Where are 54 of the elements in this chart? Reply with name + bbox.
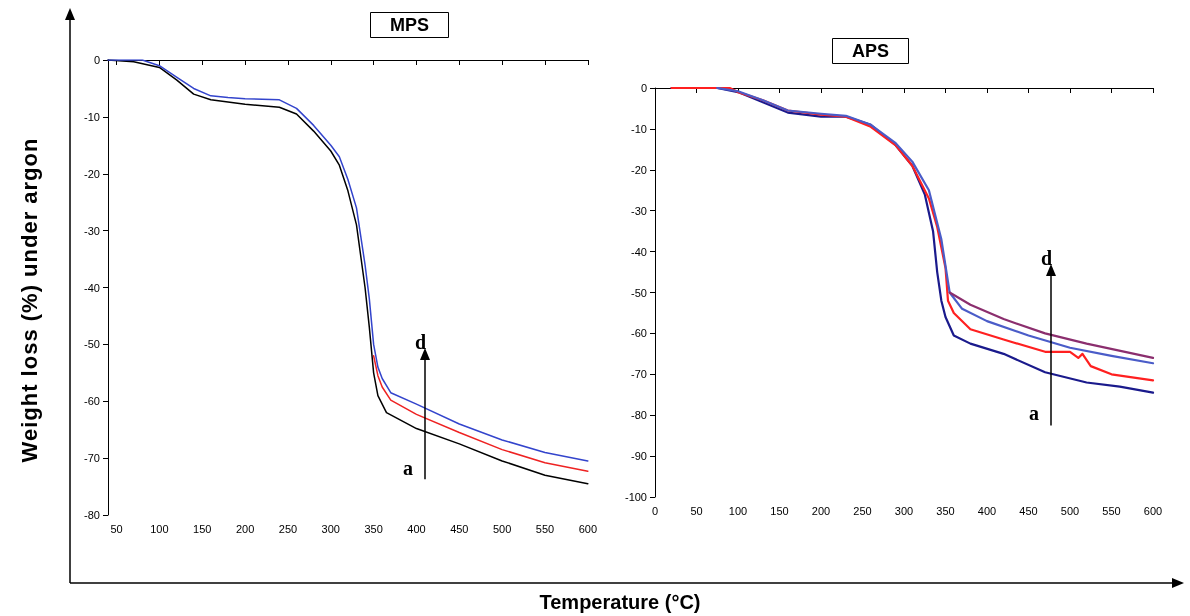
x-tick-label: 250 xyxy=(278,522,298,535)
x-tick-label: 0 xyxy=(651,504,659,517)
x-tick-label: 550 xyxy=(1102,504,1121,517)
y-tick-label: 0 xyxy=(93,54,100,66)
y-tick-label: -10 xyxy=(84,110,100,123)
y-tick-label: -50 xyxy=(631,286,647,299)
annotation: d xyxy=(414,331,427,354)
y-tick-label: -40 xyxy=(84,281,100,294)
y-tick-label: -70 xyxy=(631,368,647,381)
x-tick-label: 600 xyxy=(578,522,597,535)
x-tick-label: 100 xyxy=(728,504,748,517)
chart-title: APS xyxy=(852,41,890,61)
y-tick-label: -40 xyxy=(631,245,647,258)
x-tick-label: 450 xyxy=(1019,504,1038,517)
x-tick-label: 400 xyxy=(407,522,426,535)
x-tick-label: 50 xyxy=(690,504,703,517)
y-tick-label: -90 xyxy=(631,450,647,463)
x-tick-label: 350 xyxy=(936,504,955,517)
y-tick-label: -80 xyxy=(84,509,100,521)
x-tick-label: 450 xyxy=(450,522,469,535)
line-series xyxy=(948,291,1155,360)
y-tick-label: -50 xyxy=(84,338,100,351)
x-tick-label: 500 xyxy=(492,522,512,535)
y-tick-label: -20 xyxy=(84,167,100,180)
x-tick-label: 150 xyxy=(770,504,789,517)
y-tick-label: -20 xyxy=(631,163,647,176)
annotation: a xyxy=(402,456,413,479)
annotation: a xyxy=(1028,402,1039,425)
x-tick-label: 400 xyxy=(977,504,997,517)
y-tick-label: -30 xyxy=(84,224,100,237)
x-tick-label: 50 xyxy=(110,522,123,535)
x-tick-label: 350 xyxy=(364,522,383,535)
x-tick-label: 250 xyxy=(853,504,872,517)
y-tick-label: -60 xyxy=(631,327,647,340)
x-tick-label: 150 xyxy=(193,522,212,535)
chart-title: MPS xyxy=(390,15,430,35)
x-tick-label: 550 xyxy=(535,522,555,535)
y-tick-label: 0 xyxy=(640,82,647,94)
x-tick-label: 600 xyxy=(1143,504,1163,517)
x-tick-label: 200 xyxy=(811,504,831,517)
y-tick-label: -80 xyxy=(631,409,647,422)
x-tick-label: 200 xyxy=(235,522,255,535)
x-tick-label: 300 xyxy=(321,522,340,535)
x-tick-label: 500 xyxy=(1060,504,1080,517)
x-tick-label: 300 xyxy=(894,504,914,517)
y-tick-label: -70 xyxy=(84,452,100,465)
annotation: d xyxy=(1040,246,1053,269)
y-tick-label: -10 xyxy=(631,122,647,135)
x-tick-label: 100 xyxy=(150,522,169,535)
y-tick-label: -60 xyxy=(84,395,100,408)
y-tick-label: -30 xyxy=(631,204,647,217)
x-axis-title: Temperature (°C) xyxy=(539,590,701,614)
y-tick-label: -100 xyxy=(624,491,647,503)
y-axis-title: Weight loss (%) under argon xyxy=(17,137,43,463)
